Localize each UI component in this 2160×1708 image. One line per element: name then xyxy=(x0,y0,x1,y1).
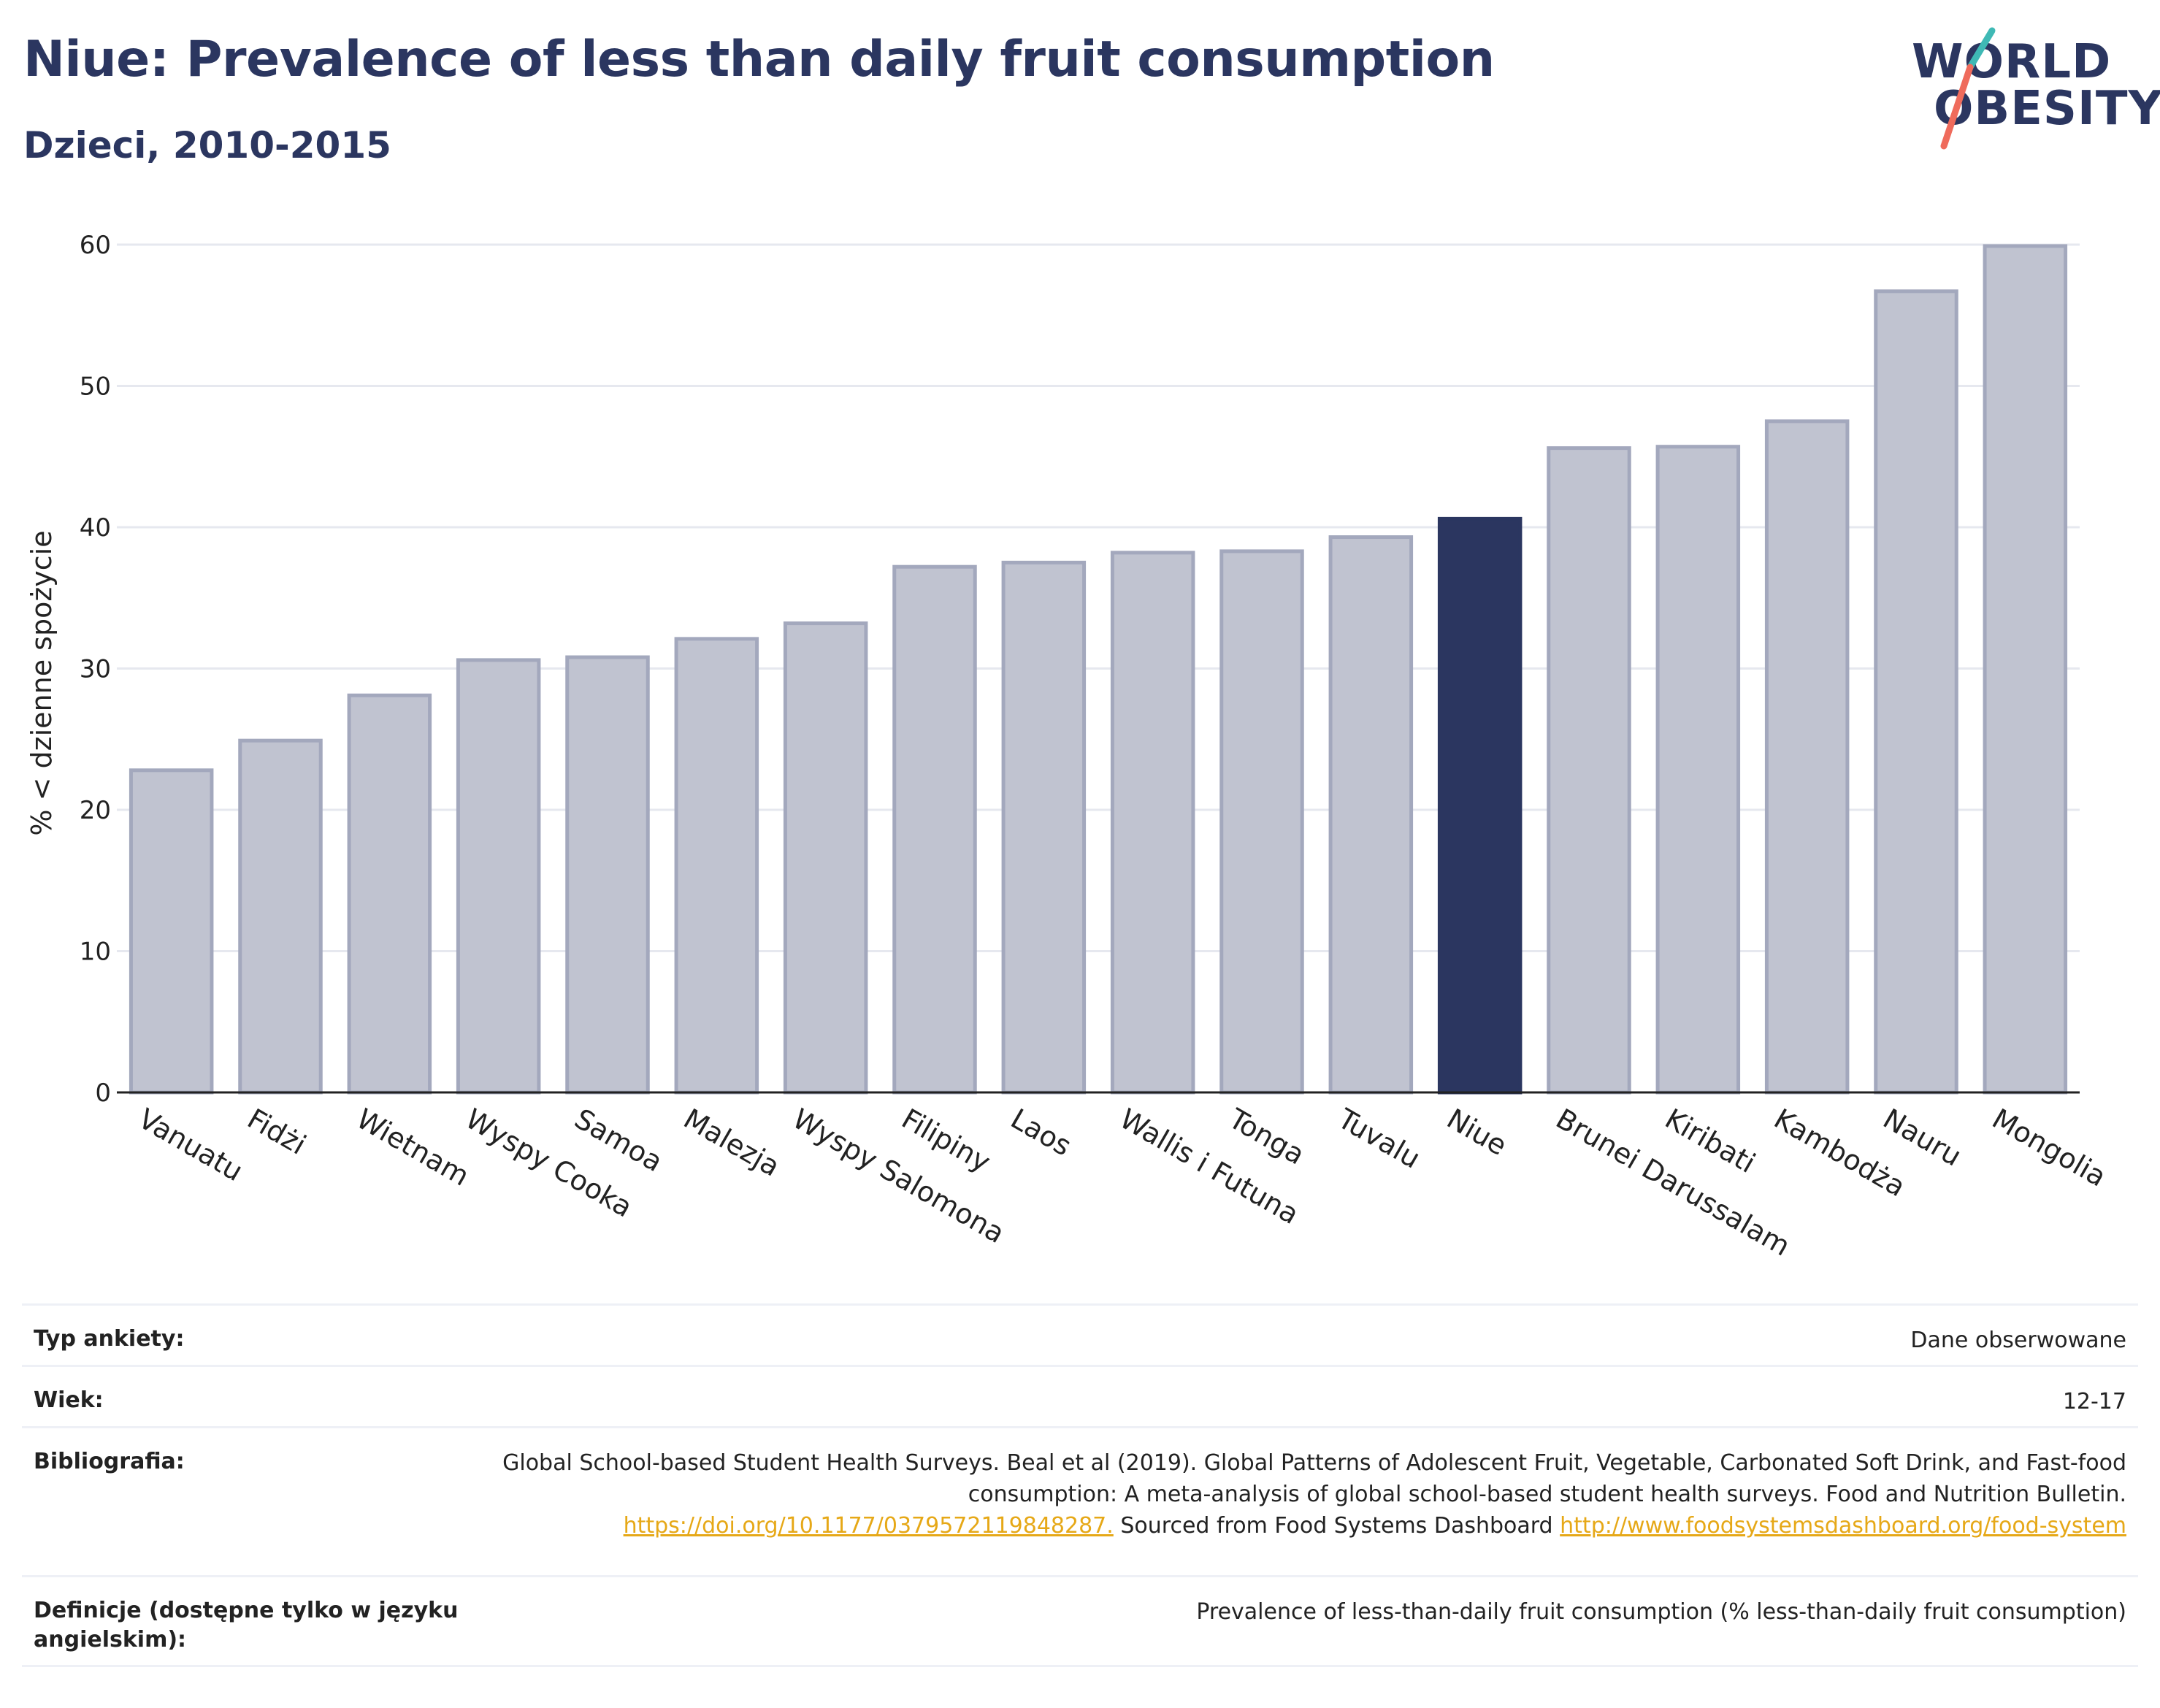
y-tick-label: 20 xyxy=(80,796,111,825)
bibliography-source-text: Sourced from Food Systems Dashboard xyxy=(1120,1513,1553,1539)
x-tick-label: Niue xyxy=(1441,1103,1512,1162)
chart-subtitle: Dzieci, 2010-2015 xyxy=(23,124,391,166)
bar-wyspy-cooka xyxy=(456,658,541,1095)
bar-filipiny xyxy=(892,564,977,1095)
x-tick-label: Malezja xyxy=(678,1103,786,1183)
logo-line-2: OBESITY xyxy=(1934,82,2160,136)
bar-laos xyxy=(1001,560,1087,1095)
x-tick-label: Nauru xyxy=(1878,1103,1967,1173)
bibliography-label: Bibliografia: xyxy=(34,1449,185,1474)
y-axis-ticks: 0 10 20 30 40 50 60 xyxy=(80,231,111,1108)
bar-wallis-i-futuna xyxy=(1110,551,1195,1095)
x-tick-label: Laos xyxy=(1006,1103,1077,1163)
logo-line-1: WORLD xyxy=(1912,35,2112,89)
bars xyxy=(129,244,2068,1095)
x-tick-label: Vanuatu xyxy=(133,1103,248,1187)
y-tick-label: 40 xyxy=(80,513,111,543)
y-tick-label: 0 xyxy=(95,1079,111,1108)
survey-type-row: Typ ankiety: Dane obserwowane xyxy=(22,1303,2138,1365)
y-tick-label: 60 xyxy=(80,231,111,260)
y-axis-title: % < dzienne spożycie xyxy=(26,530,58,835)
y-tick-label: 10 xyxy=(80,938,111,967)
bar-samoa xyxy=(565,655,650,1095)
x-tick-label: Wietnam xyxy=(351,1103,475,1192)
bar-kambodża xyxy=(1764,419,1850,1095)
bar-wietnam xyxy=(347,693,432,1095)
definition-label: Definicje (dostępne tylko w języku angie… xyxy=(34,1598,459,1653)
x-tick-label: Tuvalu xyxy=(1332,1102,1425,1175)
bar-brunei-darussalam xyxy=(1547,446,1631,1095)
definition-row: Definicje (dostępne tylko w języku angie… xyxy=(22,1575,2138,1667)
survey-type-value: Dane obserwowane xyxy=(1910,1328,2126,1353)
doi-link[interactable]: https://doi.org/10.1177/0379572119848287… xyxy=(623,1513,1114,1539)
food-systems-link[interactable]: http://www.foodsystemsdashboard.org/food… xyxy=(1560,1513,2126,1539)
definition-value: Prevalence of less-than-daily fruit cons… xyxy=(1196,1599,2126,1625)
chart-title: Niue: Prevalence of less than daily frui… xyxy=(23,31,1495,88)
survey-type-label: Typ ankiety: xyxy=(34,1326,185,1352)
x-tick-label: Tonga xyxy=(1223,1102,1310,1171)
x-tick-label: Mongolia xyxy=(1987,1103,2112,1193)
bar-malezja xyxy=(674,637,759,1095)
bar-mongolia xyxy=(1983,244,2068,1095)
bar-tuvalu xyxy=(1328,535,1414,1095)
info-table: Typ ankiety: Dane obserwowane Wiek: 12-1… xyxy=(22,1303,2138,1667)
x-tick-label: Fidżi xyxy=(242,1103,312,1161)
world-obesity-logo: WORLD OBESITY xyxy=(1899,22,2160,161)
bibliography-row: Bibliografia: Global School-based Studen… xyxy=(22,1426,2138,1575)
bar-niue xyxy=(1437,516,1523,1095)
bibliography-text: Global School-based Student Health Surve… xyxy=(502,1450,2126,1507)
age-value: 12-17 xyxy=(2062,1389,2126,1414)
bibliography-value: Global School-based Student Health Surve… xyxy=(486,1447,2126,1575)
bar-vanuatu xyxy=(129,768,214,1095)
bar-nauru xyxy=(1874,289,1958,1095)
bar-kiribati xyxy=(1655,445,1741,1095)
x-tick-label: Wallis i Futuna xyxy=(1114,1103,1304,1231)
age-label: Wiek: xyxy=(34,1387,104,1413)
logo-slash-icon xyxy=(1940,27,1996,150)
bar-wyspy-salomona xyxy=(783,621,868,1095)
y-tick-label: 50 xyxy=(80,372,111,402)
bar-fidżi xyxy=(238,738,323,1095)
bar-tonga xyxy=(1219,549,1304,1095)
age-row: Wiek: 12-17 xyxy=(22,1365,2138,1426)
y-tick-label: 30 xyxy=(80,655,111,684)
